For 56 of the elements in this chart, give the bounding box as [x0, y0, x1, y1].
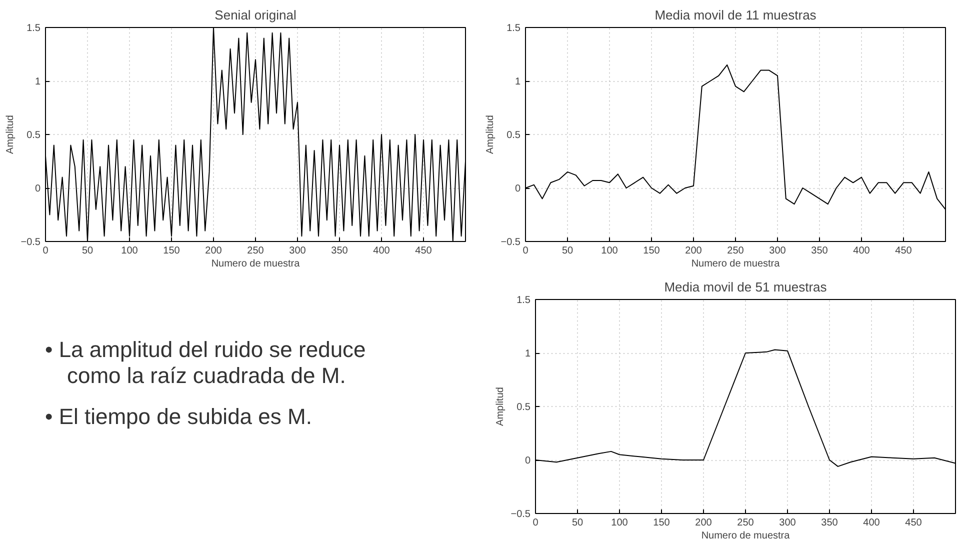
- x-tick-label: 200: [695, 518, 712, 528]
- chart-title: Senial original: [214, 8, 296, 22]
- x-tick-label: 400: [373, 246, 390, 256]
- x-tick-label: 300: [289, 246, 306, 256]
- y-tick-label: 1.5: [506, 23, 521, 34]
- x-tick-label: 50: [562, 246, 574, 256]
- x-axis-title: Numero de muestra: [701, 530, 790, 542]
- y-axis-title: Amplitud: [494, 387, 506, 426]
- y-tick-label: −0.5: [510, 509, 531, 520]
- y-tick-label: 1: [524, 348, 531, 360]
- chart-title: Media movil de 51 muestras: [664, 280, 828, 294]
- x-tick-label: 0: [42, 246, 49, 256]
- x-tick-label: 350: [331, 246, 348, 256]
- y-tick-label: −0.5: [500, 237, 521, 248]
- y-tick-label: 0: [524, 456, 531, 466]
- x-tick-label: 300: [769, 246, 786, 256]
- x-tick-label: 50: [572, 518, 584, 528]
- x-tick-label: 250: [247, 246, 264, 256]
- line-series: [46, 28, 466, 242]
- x-tick-label: 450: [895, 246, 912, 256]
- x-tick-label: 100: [601, 246, 618, 256]
- y-tick-label: 0.5: [26, 130, 41, 141]
- x-tick-label: 100: [121, 246, 138, 256]
- y-axis-title: Amplitud: [4, 115, 16, 154]
- x-tick-label: 250: [727, 246, 744, 256]
- x-tick-label: 400: [863, 518, 880, 528]
- x-tick-label: 450: [415, 246, 432, 256]
- x-tick-label: 150: [653, 518, 670, 528]
- x-tick-label: 350: [811, 246, 828, 256]
- x-tick-label: 0: [532, 518, 539, 528]
- y-tick-label: 1: [514, 76, 521, 88]
- x-axis-title: Numero de muestra: [211, 258, 300, 270]
- y-tick-label: 0: [514, 184, 521, 194]
- x-tick-label: 200: [205, 246, 222, 256]
- x-axis-title: Numero de muestra: [691, 258, 780, 270]
- chart-title: Media movil de 11 muestras: [654, 8, 817, 22]
- x-tick-label: 100: [611, 518, 628, 528]
- y-axis-title: Amplitud: [484, 115, 496, 154]
- y-tick-label: 1.5: [516, 295, 531, 306]
- x-tick-label: 150: [163, 246, 180, 256]
- x-tick-label: 450: [905, 518, 922, 528]
- text: • La amplitud del ruido se reduce como la raíz cuadrada de M.: [45, 337, 367, 390]
- y-tick-label: 0.5: [516, 402, 531, 413]
- y-tick-label: 1: [34, 76, 41, 88]
- y-tick-label: 0: [34, 184, 41, 194]
- x-tick-label: 250: [737, 518, 754, 528]
- x-tick-label: 400: [853, 246, 870, 256]
- x-tick-label: 350: [821, 518, 838, 528]
- y-tick-label: 1.5: [26, 23, 41, 34]
- x-tick-label: 300: [779, 518, 796, 528]
- x-tick-label: 150: [643, 246, 660, 256]
- x-tick-label: 200: [685, 246, 702, 256]
- x-tick-label: 50: [82, 246, 94, 256]
- text: • El tiempo de subida es M.: [45, 404, 313, 430]
- y-tick-label: −0.5: [20, 237, 41, 248]
- y-tick-label: 0.5: [506, 130, 521, 141]
